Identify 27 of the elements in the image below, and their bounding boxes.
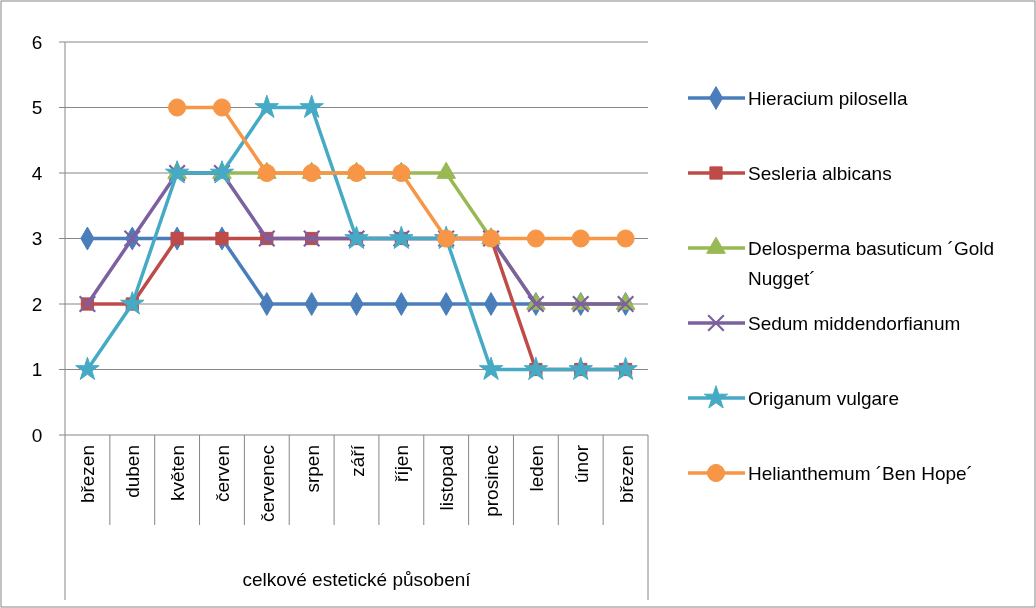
legend-label: Helianthemum ´Ben Hope´	[748, 462, 973, 484]
x-tick-label: červenec	[256, 445, 278, 523]
x-axis-title: celkové estetické působení	[242, 569, 472, 590]
x-tick-label: únor	[570, 444, 592, 484]
x-tick-label: říjen	[391, 445, 413, 482]
x-tick-label: leden	[525, 445, 547, 492]
y-tick-label: 1	[31, 359, 43, 381]
legend-label: Origanum vulgare	[748, 387, 900, 409]
y-tick-label: 0	[31, 424, 43, 446]
legend-label: Sedum middendorfianum	[748, 312, 961, 334]
x-tick-label: březen	[77, 445, 99, 504]
legend-label: Hieracium pilosella	[748, 87, 908, 109]
x-tick-label: červen	[211, 445, 233, 503]
y-tick-label: 2	[31, 293, 43, 315]
y-tick-label: 5	[31, 97, 43, 119]
x-tick-label: prosinec	[481, 445, 503, 517]
x-tick-label: březen	[615, 445, 637, 504]
x-tick-label: listopad	[436, 445, 458, 511]
x-tick-label: květen	[167, 445, 189, 501]
legend-label: Delosperma basuticum ´Gold Nugget´	[748, 237, 995, 289]
y-tick-label: 6	[31, 31, 43, 53]
y-tick-label: 4	[31, 162, 43, 184]
x-tick-label: srpen	[301, 445, 323, 493]
y-tick-label: 3	[31, 228, 43, 250]
legend-label: Sesleria albicans	[748, 162, 892, 184]
x-tick-label: září	[346, 444, 368, 477]
x-tick-label: duben	[122, 445, 144, 498]
